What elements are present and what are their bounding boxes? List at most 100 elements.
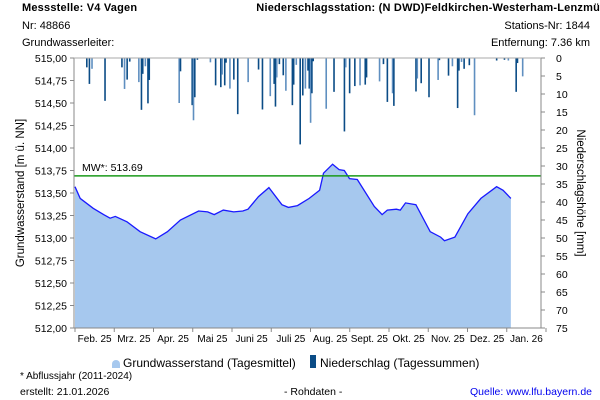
precipitation-bar xyxy=(348,58,351,94)
precipitation-bar xyxy=(304,58,307,89)
distance-label: Entfernung: 7.36 km xyxy=(490,37,590,49)
precipitation-bar xyxy=(503,58,506,60)
x-tick-label: Nov. 25 xyxy=(431,334,465,345)
y2-tick-label: 75 xyxy=(556,323,568,335)
y2-axis-title: Niederschlagshöhe [mm] xyxy=(574,129,586,256)
y2-tick-label: 70 xyxy=(556,305,568,317)
legend-groundwater: Grundwasserstand (Tagesmittel) xyxy=(123,356,296,370)
precipitation-bar xyxy=(460,58,463,62)
precipitation-bar xyxy=(365,58,368,78)
station-number: Nr: 48866 xyxy=(22,20,71,32)
y-tick-label: 513,00 xyxy=(35,233,67,245)
precipitation-bar xyxy=(179,58,182,72)
precipitation-bar xyxy=(391,58,394,94)
y2-tick-label: 60 xyxy=(556,269,568,281)
precipitation-bar xyxy=(141,58,144,74)
precipitation-bar xyxy=(273,58,275,84)
y2-tick-label: 15 xyxy=(556,107,568,119)
precipitation-bar xyxy=(308,58,311,89)
precipitation-bar xyxy=(282,58,285,76)
precipitation-bar xyxy=(285,58,287,91)
precipitation-bar xyxy=(447,58,450,76)
y2-tick-label: 55 xyxy=(556,251,568,263)
groundwater-line xyxy=(74,163,512,242)
precipitation-bar xyxy=(437,58,439,80)
y2-tick-label: 20 xyxy=(556,125,568,137)
y-tick-label: 512,00 xyxy=(35,323,67,335)
precipitation-bar xyxy=(295,58,298,65)
y2-tick-label: 10 xyxy=(556,89,568,101)
legend-area-icon xyxy=(112,360,120,368)
precip-station-title: Niederschlagsstation: (N DWD)Feldkirchen… xyxy=(256,2,600,14)
y2-tick-label: 50 xyxy=(556,233,568,245)
precipitation-bar xyxy=(257,58,260,70)
precipitation-bar xyxy=(438,58,441,61)
precipitation-bar xyxy=(209,58,212,63)
x-tick-label: Jan. 26 xyxy=(510,334,543,345)
y-tick-label: 515,00 xyxy=(35,53,67,65)
precipitation-bar xyxy=(140,58,143,110)
aquifer-label: Grundwasserleiter: xyxy=(22,37,115,49)
y2-tick-label: 25 xyxy=(556,143,568,155)
precipitation-bar xyxy=(354,58,356,87)
precipitation-bar xyxy=(386,58,389,102)
precipitation-bar xyxy=(275,58,278,78)
y-tick-label: 514,50 xyxy=(35,98,67,110)
y-tick-label: 513,25 xyxy=(35,211,67,223)
precipitation-bar xyxy=(225,58,227,63)
precipitation-bar xyxy=(278,58,281,65)
precipitation-bar xyxy=(420,58,422,84)
x-tick-label: Okt. 25 xyxy=(393,334,426,345)
precipitation-bar xyxy=(415,58,417,92)
precipitation-bar xyxy=(86,58,88,68)
precipitation-bar xyxy=(312,58,315,62)
precipitation-bar xyxy=(299,58,301,145)
precipitation-bar xyxy=(223,58,226,86)
precipitation-bars xyxy=(86,58,524,145)
source-link[interactable]: Quelle: www.lfu.bayern.de xyxy=(470,386,592,398)
legend-precipitation: Niederschlag (Tagessummen) xyxy=(320,356,479,370)
precipitation-bar xyxy=(291,58,294,106)
precipitation-bar xyxy=(220,58,222,88)
mean-water-label: MW*: 513.69 xyxy=(82,162,143,174)
precipitation-bar xyxy=(126,58,128,80)
precipitation-bar xyxy=(451,58,454,67)
y-tick-label: 513,75 xyxy=(35,166,67,178)
y-tick-label: 513,50 xyxy=(35,188,67,200)
footnote: * Abflussjahr (2011-2024) xyxy=(20,371,133,382)
x-tick-label: Apr. 25 xyxy=(157,334,189,345)
precipitation-bar xyxy=(473,58,476,116)
precipitation-bar xyxy=(192,58,195,121)
precipitation-bar xyxy=(393,58,395,106)
precipitation-bar xyxy=(343,58,346,132)
precipitation-bar xyxy=(104,58,106,101)
precipitation-bar xyxy=(456,58,459,109)
precipitation-bar xyxy=(247,58,249,83)
precipitation-bar xyxy=(236,58,239,115)
precipitation-bar xyxy=(269,58,272,97)
precipitation-bar xyxy=(344,58,347,68)
y-tick-label: 514,75 xyxy=(35,76,67,88)
precipitation-bar xyxy=(521,58,524,77)
precipitation-bar xyxy=(468,58,471,66)
created-date: erstellt: 21.01.2026 xyxy=(20,386,110,398)
precipitation-bar xyxy=(301,58,304,96)
precipitation-bar xyxy=(196,58,199,60)
x-tick-label: Dez. 25 xyxy=(470,334,505,345)
y-axis-title: Grundwasserstand [m ü. NN] xyxy=(15,119,27,267)
precipitation-bar xyxy=(458,58,460,71)
precipitation-bar xyxy=(416,58,419,79)
y-tick-label: 512,50 xyxy=(35,278,67,290)
y-tick-label: 512,75 xyxy=(35,256,67,268)
precipitation-bar xyxy=(359,58,361,86)
x-tick-label: Juli 25 xyxy=(276,334,305,345)
precipitation-bar xyxy=(147,58,149,104)
precipitation-bar xyxy=(274,58,277,107)
precipitation-bar xyxy=(233,58,235,80)
precipitation-bar xyxy=(516,58,519,64)
precipitation-bar xyxy=(309,58,312,123)
precipitation-bar xyxy=(325,58,328,109)
precipitation-bar xyxy=(214,58,217,86)
precipitation-bar xyxy=(128,58,131,62)
precipitation-bar xyxy=(123,58,126,89)
